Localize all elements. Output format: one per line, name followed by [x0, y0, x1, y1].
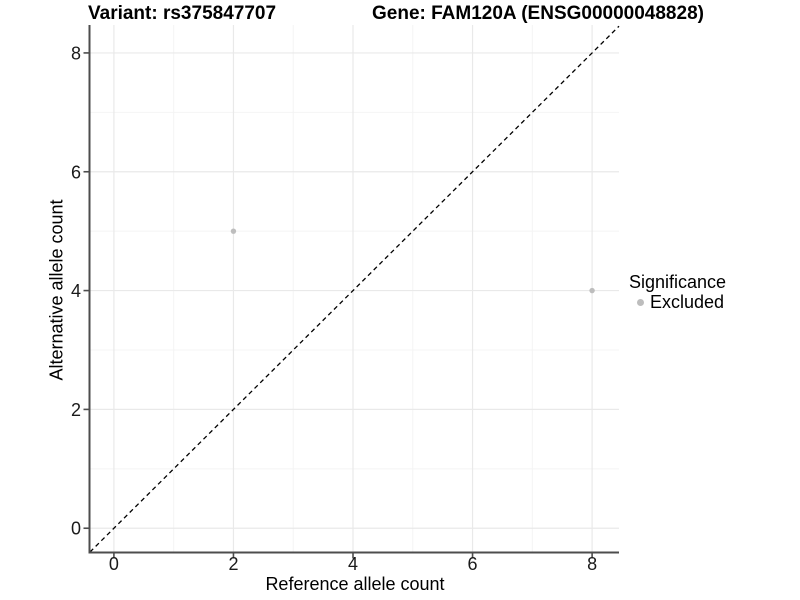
plot-title-gene: Gene: FAM120A (ENSG00000048828) [372, 3, 704, 24]
x-axis-title: Reference allele count [265, 574, 445, 594]
x-tick-label: 2 [228, 554, 238, 574]
legend: Significance Excluded [629, 272, 726, 312]
y-tick-label: 6 [71, 162, 81, 182]
legend-title: Significance [629, 272, 727, 292]
data-point [589, 287, 595, 294]
x-tick-label: 8 [587, 554, 597, 574]
plot-title-variant: Variant: rs375847707 [88, 3, 277, 24]
legend-point-icon [637, 298, 644, 306]
y-tick-label: 0 [71, 519, 81, 539]
y-tick-label: 4 [71, 281, 81, 301]
legend-entry-excluded: Excluded [629, 292, 726, 312]
x-tick-label: 0 [109, 554, 119, 574]
y-tick-label: 8 [71, 43, 81, 63]
y-tick-label: 2 [71, 400, 81, 420]
data-point [230, 228, 237, 234]
legend-entry-label: Excluded [650, 292, 725, 312]
identity-reference-line [89, 25, 620, 553]
x-tick-label: 6 [468, 554, 478, 574]
x-tick-label: 4 [348, 554, 358, 574]
y-axis-title: Alternative allele count [46, 199, 67, 381]
